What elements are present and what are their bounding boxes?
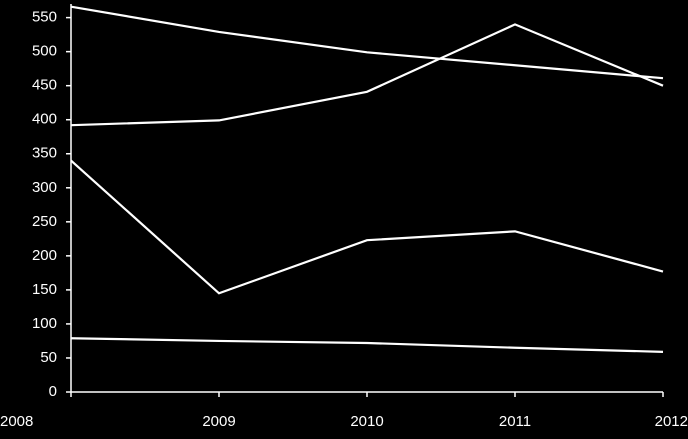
y-tick-label: 250 bbox=[32, 213, 57, 230]
y-tick-label: 550 bbox=[32, 9, 57, 26]
series-line bbox=[70, 337, 664, 353]
x-tick-label: 2008 bbox=[0, 413, 33, 430]
y-tick-label: 150 bbox=[32, 281, 57, 298]
y-tick-label: 500 bbox=[32, 43, 57, 60]
y-tick-label: 450 bbox=[32, 77, 57, 94]
y-tick-label: 100 bbox=[32, 315, 57, 332]
y-tick-label: 350 bbox=[32, 145, 57, 162]
series-line bbox=[70, 5, 664, 80]
x-tick-label: 2011 bbox=[499, 413, 531, 430]
x-tick-label: 2010 bbox=[350, 413, 383, 430]
y-tick-label: 50 bbox=[40, 349, 57, 366]
x-tick-label: 2012 bbox=[655, 413, 688, 430]
y-tick-label: 200 bbox=[32, 247, 57, 264]
y-tick-label: 400 bbox=[32, 111, 57, 128]
series-line bbox=[70, 23, 664, 127]
y-tick-label: 0 bbox=[49, 383, 57, 400]
x-tick-label: 2009 bbox=[202, 413, 235, 430]
series-line bbox=[70, 159, 664, 295]
y-tick-label: 300 bbox=[32, 179, 57, 196]
